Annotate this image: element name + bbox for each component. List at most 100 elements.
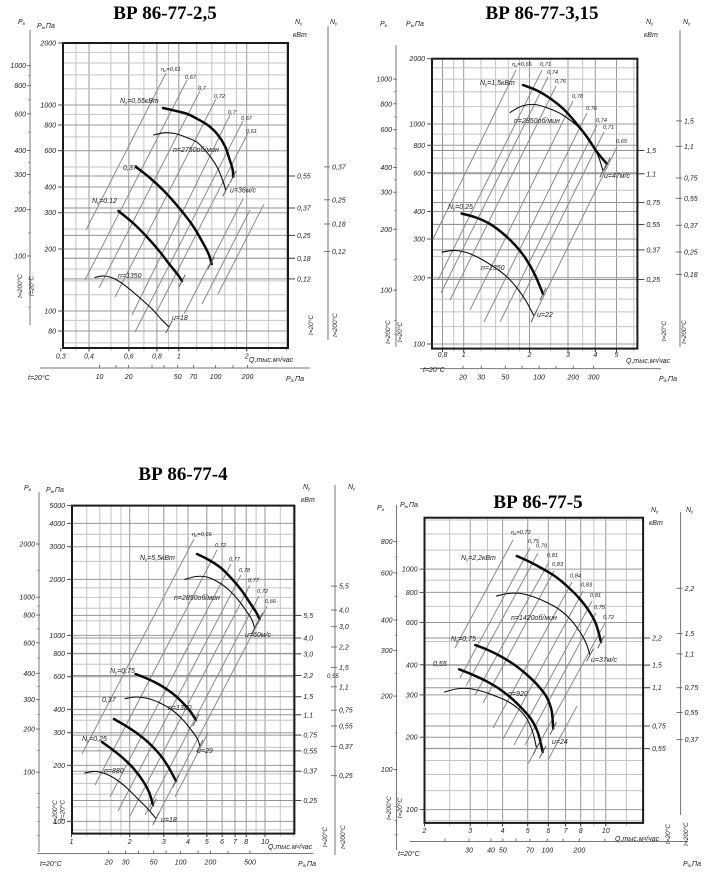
svg-text:0,4: 0,4 (84, 354, 94, 361)
svg-text:100: 100 (533, 375, 545, 382)
svg-text:3: 3 (162, 839, 166, 846)
svg-text:0,18: 0,18 (332, 222, 346, 229)
svg-text:0,84: 0,84 (570, 574, 581, 580)
svg-text:5,5: 5,5 (303, 613, 313, 620)
svg-text:0,6: 0,6 (124, 354, 134, 361)
svg-text:0,75: 0,75 (528, 539, 540, 545)
svg-text:Nу: Nу (686, 507, 694, 514)
svg-text:1,1: 1,1 (652, 685, 662, 692)
svg-text:0,7: 0,7 (228, 110, 237, 116)
svg-text:t=200°C: t=200°C (331, 313, 339, 337)
svg-text:800: 800 (413, 143, 425, 150)
svg-text:Pд,Па: Pд,Па (298, 861, 316, 868)
svg-text:ηо=0,65: ηо=0,65 (512, 62, 533, 68)
svg-text:кВт: кВт (649, 520, 663, 527)
svg-text:5: 5 (615, 352, 619, 359)
svg-text:7: 7 (564, 828, 569, 835)
svg-text:1000: 1000 (402, 567, 418, 574)
svg-text:u=24: u=24 (552, 739, 568, 746)
svg-text:0,37: 0,37 (303, 769, 318, 776)
svg-text:Pв,Па: Pв,Па (406, 21, 424, 28)
svg-text:100: 100 (381, 767, 393, 774)
svg-text:Pд,Па: Pд,Па (683, 861, 701, 868)
svg-text:800: 800 (14, 83, 26, 90)
svg-text:30: 30 (465, 848, 473, 855)
svg-text:1000: 1000 (10, 63, 26, 70)
svg-text:600: 600 (413, 170, 425, 177)
svg-text:0,8: 0,8 (438, 352, 448, 359)
svg-text:0,72: 0,72 (214, 94, 226, 100)
svg-text:0,75: 0,75 (594, 605, 606, 611)
svg-text:5000: 5000 (49, 503, 65, 510)
svg-text:Pд,Па: Pд,Па (286, 376, 304, 383)
svg-text:8: 8 (579, 828, 583, 835)
svg-text:ηо=0,72: ηо=0,72 (511, 530, 532, 536)
svg-text:0,12: 0,12 (297, 276, 311, 283)
svg-text:20: 20 (104, 860, 113, 867)
svg-text:30: 30 (477, 375, 485, 382)
svg-text:800: 800 (380, 101, 392, 108)
svg-text:0,79: 0,79 (536, 544, 548, 550)
svg-text:n=1350: n=1350 (481, 265, 505, 272)
svg-text:5,5: 5,5 (339, 584, 349, 591)
svg-text:0,37: 0,37 (332, 164, 347, 171)
svg-text:u=47м/с: u=47м/с (604, 173, 631, 180)
svg-text:6: 6 (220, 839, 224, 846)
svg-text:t=20°C: t=20°C (307, 315, 315, 335)
svg-text:0,65: 0,65 (616, 139, 628, 145)
svg-text:t=200°C: t=200°C (16, 274, 24, 298)
svg-text:u=60м/с: u=60м/с (245, 632, 272, 639)
svg-text:200: 200 (22, 727, 35, 734)
svg-text:10: 10 (602, 828, 610, 835)
svg-text:2,2: 2,2 (338, 645, 349, 652)
svg-text:0,77: 0,77 (248, 578, 260, 584)
svg-text:u=29: u=29 (197, 748, 213, 755)
svg-text:300: 300 (44, 210, 56, 217)
svg-text:4,0: 4,0 (303, 636, 313, 643)
svg-text:0,55: 0,55 (327, 674, 339, 680)
svg-text:100: 100 (406, 807, 418, 814)
svg-text:0,3: 0,3 (56, 354, 66, 361)
svg-text:0,83: 0,83 (552, 562, 564, 568)
svg-text:2000: 2000 (39, 41, 56, 48)
svg-text:0,55: 0,55 (652, 746, 666, 753)
svg-text:t=20°C: t=20°C (398, 850, 421, 858)
svg-text:t=20°C: t=20°C (40, 860, 63, 868)
svg-text:1,1: 1,1 (685, 651, 695, 658)
svg-text:Nу: Nу (651, 507, 659, 514)
svg-text:0,25: 0,25 (297, 233, 311, 240)
svg-text:0,78: 0,78 (239, 568, 251, 574)
svg-text:Pв,Па: Pв,Па (46, 487, 64, 494)
svg-text:0,83: 0,83 (581, 583, 593, 589)
svg-text:Nу: Nу (295, 19, 303, 26)
svg-text:200: 200 (573, 848, 586, 855)
svg-text:0,75: 0,75 (652, 724, 666, 731)
svg-text:200: 200 (43, 247, 56, 254)
svg-text:ВР 86-77-2,5: ВР 86-77-2,5 (113, 3, 216, 24)
svg-text:n=2850об/мин: n=2850об/мин (514, 117, 560, 125)
svg-text:70: 70 (190, 374, 198, 381)
svg-text:ηо=0,61: ηо=0,61 (161, 67, 181, 73)
svg-text:300: 300 (381, 648, 393, 655)
svg-text:n=920: n=920 (508, 691, 528, 698)
svg-text:0,66: 0,66 (265, 599, 277, 605)
svg-text:0,18: 0,18 (297, 256, 311, 263)
svg-text:600: 600 (14, 111, 26, 118)
svg-text:30: 30 (122, 860, 130, 867)
svg-text:4000: 4000 (49, 521, 65, 528)
svg-text:0,75: 0,75 (303, 733, 317, 740)
svg-text:0,55: 0,55 (339, 724, 353, 731)
svg-text:n=880: n=880 (104, 768, 124, 775)
svg-text:20: 20 (124, 374, 133, 381)
svg-text:100: 100 (413, 342, 425, 349)
svg-text:0,78: 0,78 (572, 94, 584, 100)
svg-text:0,71: 0,71 (540, 62, 551, 68)
svg-text:400: 400 (23, 671, 35, 678)
svg-text:40: 40 (487, 848, 495, 855)
svg-text:100: 100 (53, 819, 65, 826)
svg-text:Nу: Nу (348, 484, 356, 491)
svg-text:u=37м/с: u=37м/с (591, 657, 618, 664)
svg-text:6: 6 (546, 828, 550, 835)
svg-text:t=200°C: t=200°C (51, 800, 59, 824)
svg-text:0,37: 0,37 (646, 247, 661, 254)
